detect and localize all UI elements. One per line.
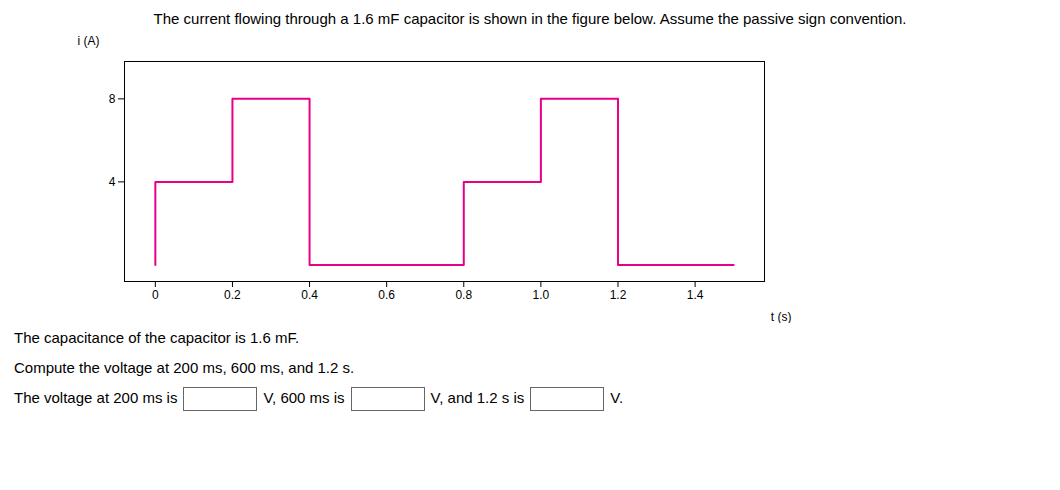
svg-text:0.4: 0.4 xyxy=(301,288,318,302)
svg-text:0.6: 0.6 xyxy=(378,288,395,302)
svg-text:1.2: 1.2 xyxy=(610,288,627,302)
svg-text:8: 8 xyxy=(109,92,116,106)
svg-text:0.2: 0.2 xyxy=(224,288,241,302)
svg-text:1.0: 1.0 xyxy=(533,288,550,302)
svg-text:0: 0 xyxy=(152,288,159,302)
html-text:V, and 1.2 s is: V, and 1.2 s is xyxy=(430,389,525,406)
svg-text:4: 4 xyxy=(109,175,116,189)
html-text:The current flowing through a: The current flowing through a 1.6 mF cap… xyxy=(153,10,907,27)
svg-text:0.8: 0.8 xyxy=(455,288,472,302)
html-text:Compute the voltage at 200 ms,: Compute the voltage at 200 ms, 600 ms, a… xyxy=(14,359,355,376)
html-text:V.: V. xyxy=(610,389,624,406)
svg-text:1.4: 1.4 xyxy=(687,288,704,302)
svg-text:i (A): i (A) xyxy=(78,34,100,48)
html-text:The capacitance of the capacit: The capacitance of the capacitor is 1.6 … xyxy=(14,329,300,346)
html-text:V, 600 ms is: V, 600 ms is xyxy=(263,389,345,406)
svg-text:t (s): t (s) xyxy=(771,310,792,324)
html-text:The voltage at 200 ms is: The voltage at 200 ms is xyxy=(14,389,178,406)
